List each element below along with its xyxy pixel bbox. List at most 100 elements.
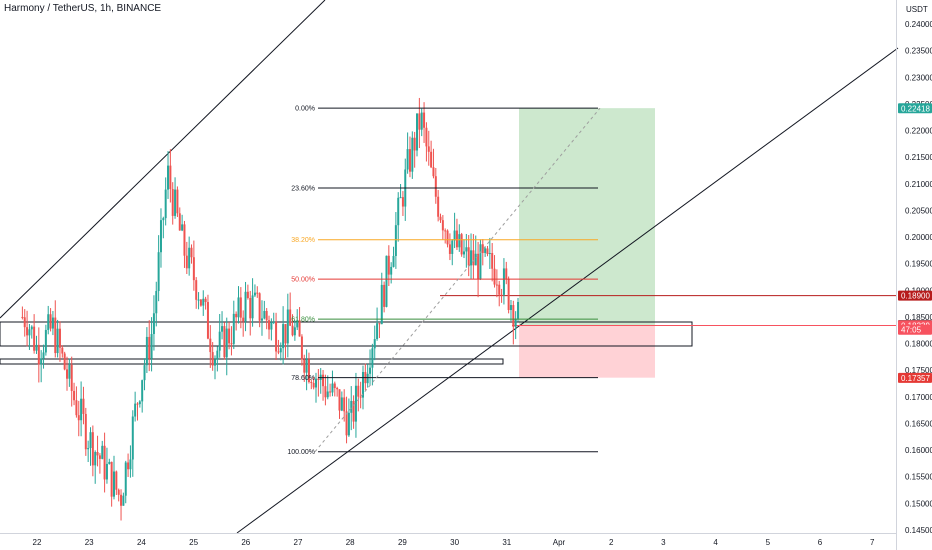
candle-body [498, 284, 501, 295]
time-tick-label: 28 [346, 538, 355, 547]
price-tick-label: 0.19500 [905, 260, 932, 269]
candle-body [127, 462, 130, 470]
candle-body [183, 224, 186, 256]
candle-body [312, 383, 315, 388]
candle-body [185, 255, 188, 269]
price-tick-label: 0.17000 [905, 393, 932, 402]
candle-body [437, 196, 440, 217]
candle-body [512, 305, 515, 327]
candle-body [209, 338, 212, 353]
candle-body [277, 351, 280, 353]
candle-body [509, 305, 512, 311]
candle-body [49, 314, 52, 329]
candle-body [455, 230, 458, 248]
price-tick-label: 0.18000 [905, 340, 932, 349]
candle-body [70, 364, 73, 391]
candle-body [491, 253, 494, 269]
candle-body [195, 280, 198, 300]
profit-zone [519, 108, 655, 326]
candle-body [174, 189, 177, 216]
candle-body [378, 323, 381, 325]
candle-body [479, 244, 482, 279]
candle-body [401, 197, 404, 207]
candle-body [232, 313, 235, 344]
candle-body [152, 313, 155, 335]
candle-body [145, 336, 148, 366]
candle-body [333, 383, 336, 388]
candle-body [26, 327, 29, 336]
candle-body [33, 326, 36, 351]
candle-body [345, 411, 348, 436]
candle-body [199, 299, 202, 306]
price-tick-label: 0.16500 [905, 419, 932, 428]
price-label-text: 0.17357 [901, 374, 930, 383]
candle-body [61, 347, 64, 354]
fib-trend-line [314, 107, 601, 453]
fib-level-label: 78.60% [291, 375, 315, 382]
candle-body [54, 317, 57, 354]
candle-body [82, 398, 85, 414]
candle-body [98, 455, 101, 459]
candle-body [120, 494, 123, 506]
candle-body [444, 230, 447, 232]
candle-body [307, 359, 310, 382]
chart-title: Harmony / TetherUS, 1h, BINANCE [4, 3, 162, 14]
candle-body [256, 292, 259, 294]
candle-body [322, 374, 325, 387]
candle-body [73, 390, 76, 401]
candle-body [350, 400, 353, 413]
candle-body [399, 197, 402, 199]
candle-body [383, 284, 386, 307]
candle-body [136, 403, 139, 405]
time-axis[interactable]: 22 23 24 25 26 27 28 29 30 31 Apr 2 3 4 5 6 7 [0, 533, 896, 548]
candle-body [260, 318, 263, 321]
candle-body [354, 385, 357, 422]
fib-retracement[interactable]: 0.00% 23.60% 38.20% 50.00% 61.80% 78.60% 100.0… [287, 106, 601, 457]
price-label-pill [898, 372, 932, 383]
time-tick-label: 4 [713, 538, 718, 547]
price-tick-label: 0.21000 [905, 180, 932, 189]
candle-body [406, 149, 409, 170]
candle-body [253, 292, 256, 296]
candle-body [202, 298, 205, 306]
time-tick-label: 22 [33, 538, 42, 547]
candle-body [56, 328, 59, 354]
price-label-text: 47:05 [901, 326, 922, 335]
candle-body [361, 372, 364, 398]
candle-body [181, 224, 184, 231]
candle-body [80, 398, 83, 421]
price-tick-label: 0.18500 [905, 313, 932, 322]
position-zones [519, 108, 655, 378]
candle-body [340, 397, 343, 411]
candle-body [211, 352, 214, 366]
candle-body [423, 112, 426, 128]
price-tick-label: 0.23500 [905, 47, 932, 56]
candle-body [481, 244, 484, 253]
time-tick-label: 2 [609, 538, 614, 547]
price-axis[interactable]: USDT0.240000.235000.230000.225000.220000… [896, 0, 932, 550]
candle-body [366, 373, 369, 384]
candle-body [58, 328, 61, 348]
candle-body [310, 381, 313, 384]
candle-body [385, 255, 388, 307]
candle-body [124, 462, 127, 496]
candle-body [446, 230, 449, 245]
time-tick-label: 24 [137, 538, 146, 547]
time-tick-label: 26 [241, 538, 250, 547]
price-tick-label: 0.16000 [905, 446, 932, 455]
candle-body [75, 400, 78, 416]
candle-body [223, 326, 226, 358]
candle-body [265, 310, 268, 321]
candle-body [246, 291, 249, 298]
time-tick-label: 5 [766, 538, 771, 547]
candle-body [474, 253, 477, 266]
price-label-text: 0.18900 [901, 292, 930, 301]
candle-body [204, 298, 207, 303]
candle-body [387, 255, 390, 275]
loss-zone [519, 325, 655, 378]
candles [21, 97, 520, 521]
candle-body [416, 113, 419, 151]
candle-body [190, 247, 193, 258]
support-box [0, 321, 693, 347]
